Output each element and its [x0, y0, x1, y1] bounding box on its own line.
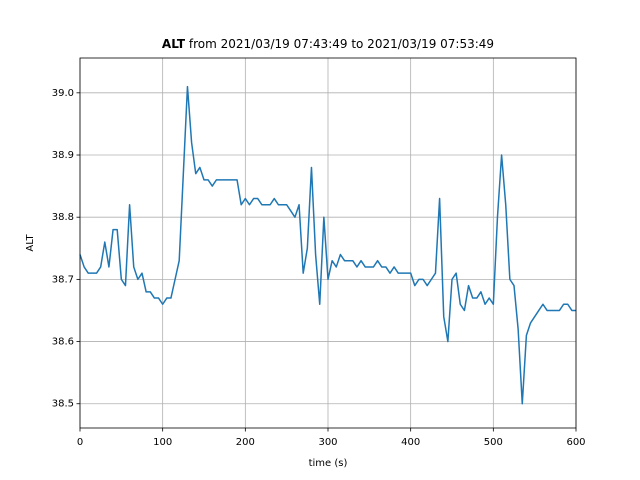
title-bold: ALT — [162, 37, 186, 51]
title-rest: from 2021/03/19 07:43:49 to 2021/03/19 0… — [189, 37, 494, 51]
x-tick-label: 200 — [236, 437, 255, 448]
chart-title: ALT from 2021/03/19 07:43:49 to 2021/03/… — [162, 37, 494, 51]
x-tick-label: 400 — [401, 437, 420, 448]
x-tick-label: 500 — [484, 437, 503, 448]
x-tick-label: 0 — [77, 437, 83, 448]
y-tick-label: 38.6 — [52, 337, 74, 348]
data-line — [79, 85, 576, 405]
x-tick-label: 100 — [153, 437, 172, 448]
y-tick-label: 38.9 — [52, 150, 74, 161]
plot-frame — [79, 57, 577, 429]
y-tick-label: 39.0 — [52, 88, 74, 99]
x-tick-label: 300 — [318, 437, 337, 448]
x-tick-label: 600 — [566, 437, 585, 448]
y-tick-label: 38.7 — [52, 274, 74, 285]
y-axis-label: ALT — [25, 234, 36, 252]
y-tick-label: 38.8 — [52, 212, 74, 223]
y-tick-label: 38.5 — [52, 399, 74, 410]
x-axis-label: time (s) — [309, 458, 348, 469]
